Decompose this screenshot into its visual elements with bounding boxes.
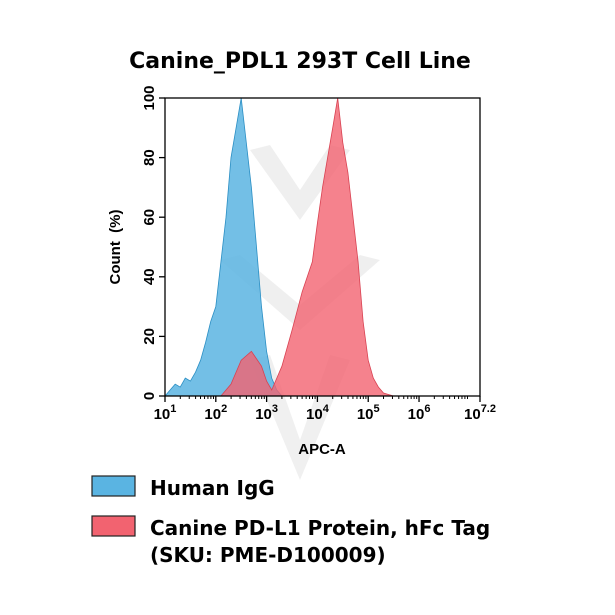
x-tick-label: 103	[255, 403, 278, 423]
x-axis-label: APC-A	[298, 441, 346, 458]
y-axis-label: Count (%)	[107, 210, 124, 285]
legend-swatch-canine-pdl1	[91, 515, 136, 537]
y-tick-label: 0	[141, 392, 158, 400]
y-tick-label: 60	[141, 209, 158, 226]
legend-label-canine-pdl1-sku: (SKU: PME-D100009)	[150, 543, 386, 567]
y-tick-label: 80	[141, 149, 158, 166]
legend-swatch-human-igg	[91, 475, 136, 497]
x-tick-label: 102	[204, 403, 227, 423]
x-tick-label: 107.2	[464, 403, 496, 423]
chart-title: Canine_PDL1 293T Cell Line	[129, 49, 471, 74]
series-area-human-igg	[164, 97, 283, 397]
y-tick-label: 100	[141, 85, 158, 110]
x-axis: 101 102 103 104 105 106 107.2	[154, 396, 496, 423]
y-axis: 0 20 40 60 80 100	[141, 85, 165, 400]
legend-label-human-igg: Human IgG	[150, 476, 275, 500]
x-tick-label: 101	[154, 403, 177, 423]
y-tick-label: 40	[141, 268, 158, 285]
y-tick-label: 20	[141, 328, 158, 345]
legend: Human IgG Canine PD-L1 Protein, hFc Tag …	[91, 475, 490, 567]
legend-label-canine-pdl1: Canine PD-L1 Protein, hFc Tag	[150, 516, 490, 540]
series-layer	[164, 97, 394, 397]
series-area-canine-pdl1	[220, 97, 394, 397]
x-tick-label: 106	[408, 403, 431, 423]
plot-frame	[164, 97, 481, 397]
x-tick-label: 104	[306, 403, 330, 423]
x-tick-label: 105	[357, 403, 380, 423]
